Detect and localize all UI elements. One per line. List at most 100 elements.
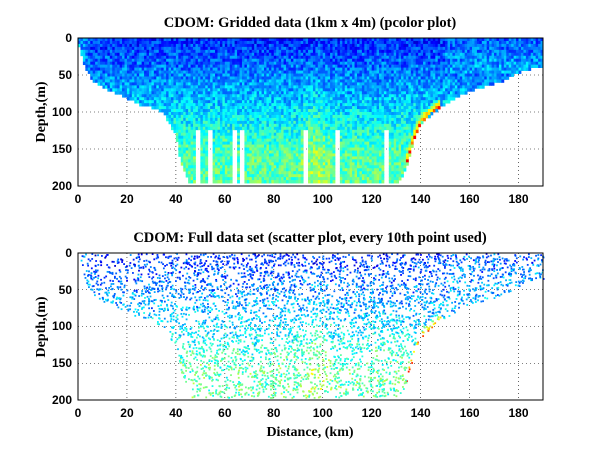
- pcolor-cell: [229, 117, 233, 122]
- pcolor-cell: [283, 120, 287, 125]
- pcolor-cell: [268, 141, 272, 145]
- pcolor-cell: [361, 82, 365, 86]
- pcolor-cell: [188, 100, 191, 104]
- pcolor-cell: [268, 120, 272, 125]
- pcolor-cell: [224, 52, 228, 57]
- pcolor-cell: [357, 88, 360, 92]
- pcolor-cell: [197, 38, 201, 42]
- pcolor-cell: [227, 132, 231, 137]
- pcolor-cell: [212, 132, 216, 137]
- pcolor-cell: [293, 123, 297, 128]
- pcolor-cell: [95, 67, 98, 71]
- pcolor-cell: [178, 85, 182, 89]
- pcolor-cell: [366, 97, 370, 101]
- pcolor-cell: [215, 76, 218, 80]
- pcolor-cell: [293, 112, 297, 116]
- pcolor-cell: [369, 40, 373, 45]
- pcolor-cell: [374, 177, 377, 181]
- pcolor-cell: [300, 168, 304, 172]
- pcolor-cell: [219, 126, 223, 131]
- pcolor-cell: [330, 138, 333, 142]
- pcolor-cell: [256, 180, 260, 184]
- pcolor-cell: [171, 55, 174, 60]
- pcolor-cell: [386, 55, 390, 60]
- pcolor-cell: [364, 120, 368, 125]
- pcolor-cell: [388, 76, 392, 80]
- pcolor-cell: [337, 58, 341, 63]
- pcolor-cell: [381, 85, 385, 89]
- pcolor-cell: [325, 159, 329, 163]
- pcolor-cell: [100, 61, 103, 66]
- pcolor-cell: [308, 67, 311, 71]
- pcolor-cell: [342, 171, 346, 175]
- pcolor-cell: [202, 168, 206, 172]
- pcolor-cell: [195, 88, 199, 92]
- pcolor-cell: [273, 135, 277, 140]
- pcolor-cell: [107, 70, 111, 74]
- pcolor-cell: [134, 73, 138, 77]
- pcolor-cell: [286, 159, 289, 163]
- pcolor-cell: [352, 52, 355, 57]
- pcolor-cell: [276, 49, 280, 54]
- pcolor-cell: [202, 67, 206, 71]
- pcolor-cell: [119, 85, 123, 89]
- pcolor-cell: [361, 117, 365, 122]
- pcolor-cell: [151, 58, 155, 63]
- pcolor-cell: [371, 97, 375, 101]
- pcolor-cell: [283, 174, 287, 178]
- pcolor-cell: [266, 43, 270, 48]
- pcolor-cell: [205, 73, 209, 77]
- pcolor-cell: [207, 46, 211, 51]
- pcolor-cell: [100, 82, 103, 86]
- pcolor-cell: [188, 58, 191, 63]
- pcolor-cell: [232, 88, 236, 92]
- pcolor-cell: [217, 49, 221, 54]
- pcolor-cell: [364, 55, 368, 60]
- pcolor-cell: [357, 153, 360, 157]
- pcolor-cell: [342, 67, 346, 71]
- pcolor-cell: [281, 117, 284, 122]
- pcolor-cell: [317, 135, 321, 140]
- pcolor-cell: [325, 117, 329, 122]
- pcolor-cell: [315, 94, 319, 98]
- pcolor-cell: [188, 67, 191, 71]
- pcolor-cell: [153, 73, 157, 77]
- pcolor-cell: [232, 61, 236, 66]
- pcolor-cell: [295, 174, 299, 178]
- pcolor-cell: [92, 61, 96, 66]
- pcolor-cell: [212, 138, 216, 142]
- pcolor-cell: [388, 144, 392, 148]
- pcolor-cell: [312, 55, 316, 60]
- pcolor-cell: [175, 91, 179, 95]
- pcolor-cell: [259, 91, 262, 95]
- pcolor-cell: [227, 165, 231, 169]
- pcolor-cell: [344, 153, 348, 157]
- pcolor-cell: [396, 138, 400, 142]
- pcolor-cell: [398, 82, 402, 86]
- pcolor-cell: [251, 76, 255, 80]
- pcolor-cell: [376, 156, 380, 160]
- pcolor-cell: [237, 120, 240, 125]
- pcolor-cell: [278, 109, 282, 113]
- pcolor-cell: [290, 97, 294, 101]
- pcolor-cell: [163, 70, 167, 74]
- pcolor-cell: [264, 67, 267, 71]
- pcolor-cell: [322, 150, 326, 154]
- pcolor-cell: [205, 100, 209, 104]
- pcolor-cell: [344, 91, 348, 95]
- pcolor-cell: [388, 120, 392, 125]
- pcolor-cell: [264, 126, 267, 131]
- pcolor-cell: [349, 129, 353, 134]
- pcolor-cell: [163, 46, 167, 51]
- pcolor-cell: [320, 138, 324, 142]
- pcolor-cell: [241, 64, 245, 68]
- pcolor-cell: [281, 135, 284, 140]
- pcolor-cell: [246, 79, 250, 83]
- pcolor-cell: [374, 94, 377, 98]
- pcolor-cell: [171, 117, 174, 122]
- pcolor-cell: [124, 61, 128, 66]
- pcolor-cell: [80, 46, 84, 51]
- pcolor-cell: [161, 100, 165, 104]
- pcolor-cell: [173, 64, 177, 68]
- pcolor-cell: [344, 40, 348, 45]
